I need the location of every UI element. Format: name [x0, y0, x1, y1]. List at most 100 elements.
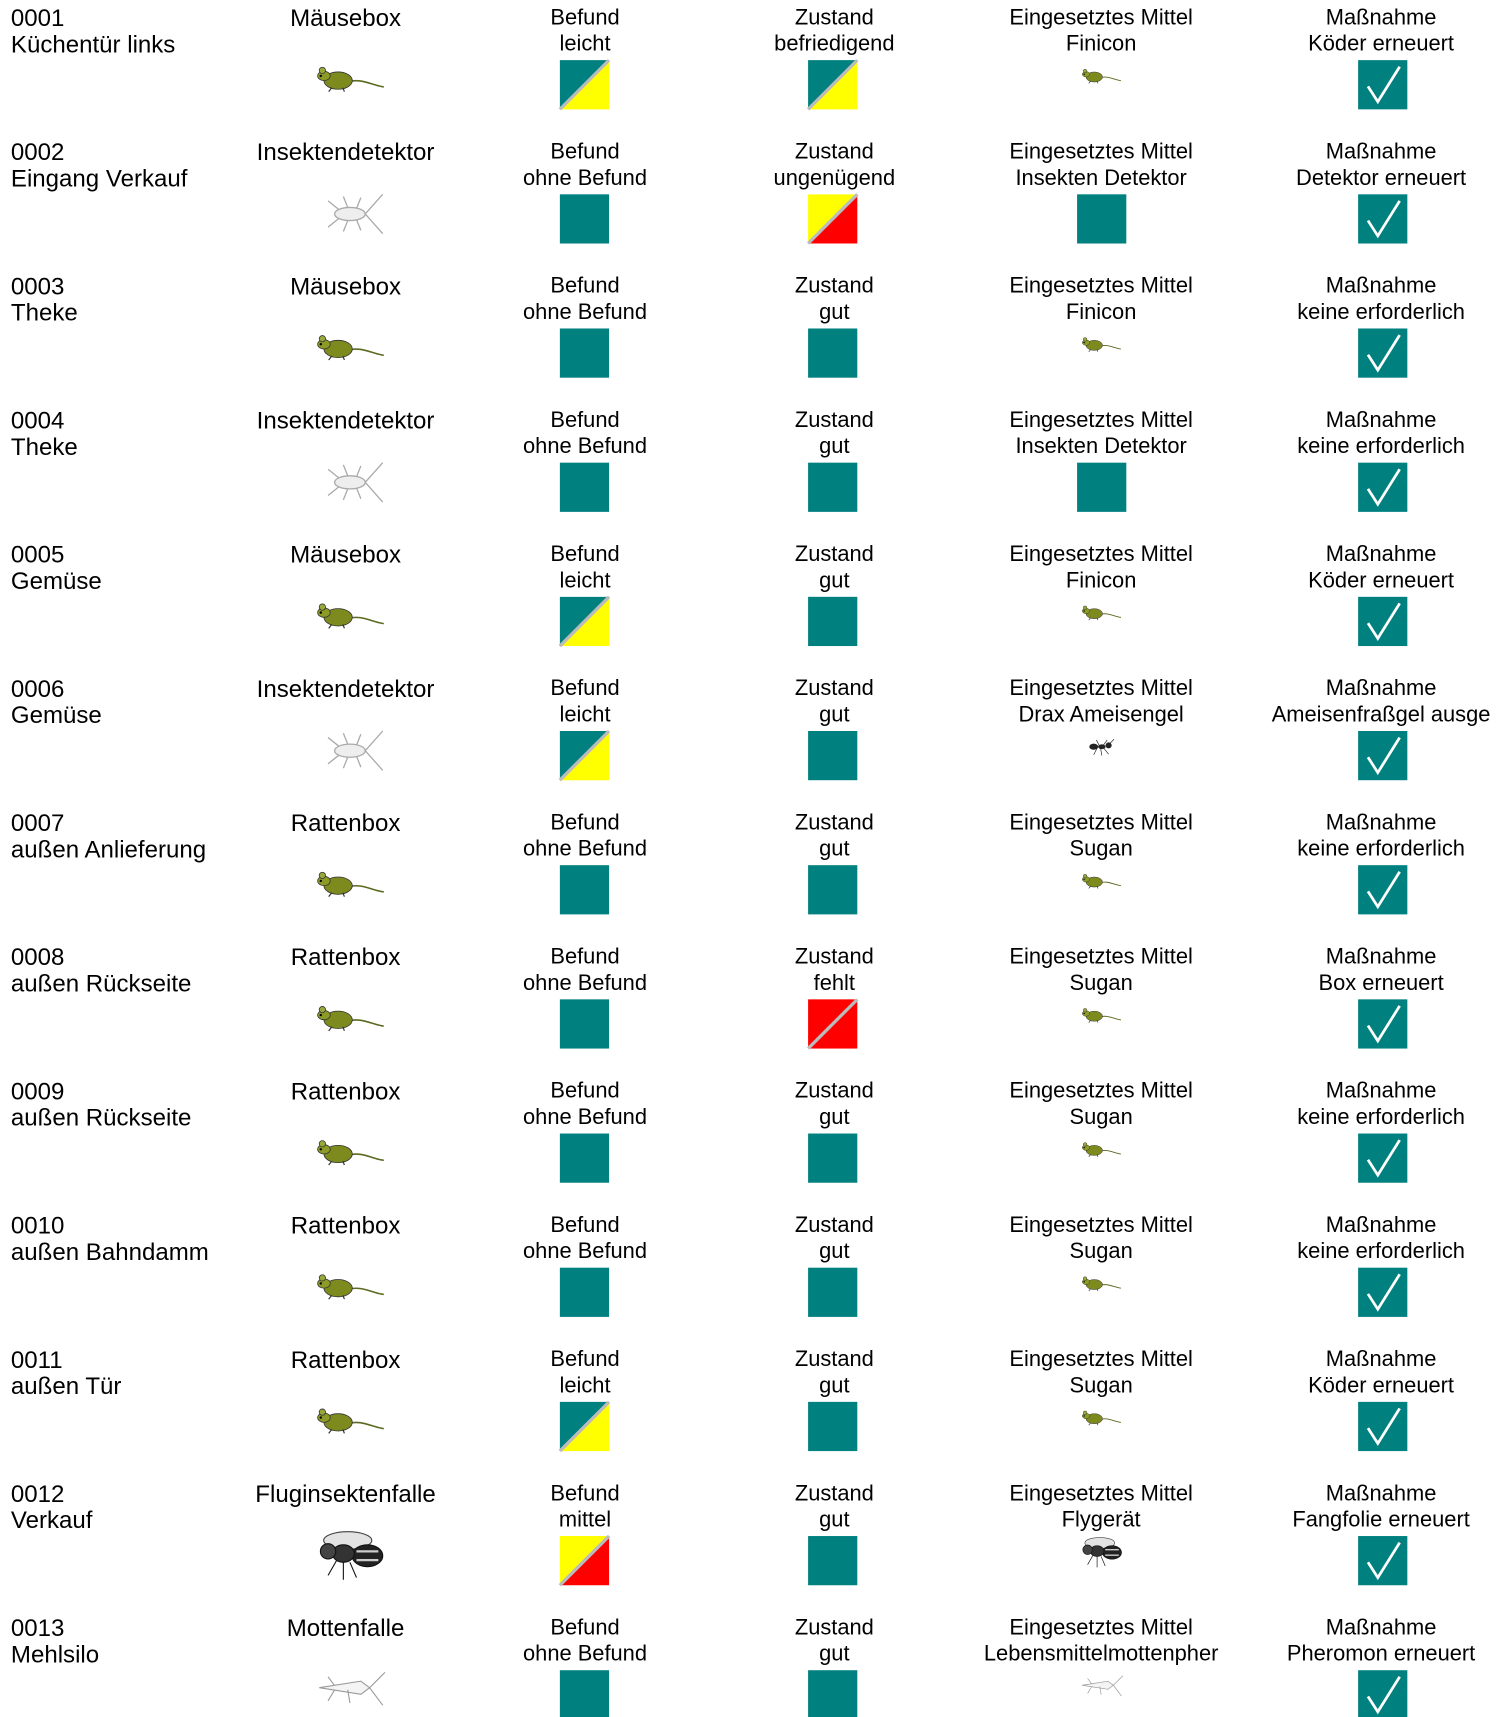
status-indicator	[559, 194, 610, 244]
check-mark	[1366, 1139, 1401, 1178]
befund-value: ohne Befund	[523, 433, 647, 458]
station-type: Insektendetektor	[257, 676, 435, 703]
station-id: 0009	[11, 1078, 64, 1105]
mittel-value: Finicon	[1066, 299, 1136, 324]
wasp-icon	[319, 1530, 384, 1581]
status-indicator	[808, 1401, 858, 1452]
status-indicator	[808, 731, 858, 781]
station-location: Verkauf	[11, 1507, 93, 1534]
status-indicator	[558, 729, 611, 782]
station-location: Gemüse	[11, 702, 102, 729]
status-indicator	[558, 1534, 611, 1587]
zustand-label: Zustand	[795, 1480, 874, 1505]
mouse-icon	[316, 334, 385, 361]
status-indicator	[806, 193, 859, 245]
mittel-label: Eingesetztes Mittel	[1009, 541, 1192, 566]
square	[808, 865, 858, 915]
zustand-value: gut	[819, 836, 849, 861]
status-indicator	[808, 462, 858, 512]
massnahme-value: Ameisenfraßgel ausge	[1272, 701, 1491, 726]
zustand-label: Zustand	[795, 1346, 874, 1371]
mittel-value: Sugan	[1070, 836, 1133, 861]
mouse-icon	[1081, 1142, 1122, 1158]
moth-icon	[1081, 1675, 1124, 1697]
zustand-label: Zustand	[795, 541, 874, 566]
ant-icon	[1089, 738, 1115, 756]
mouse-icon	[1081, 68, 1122, 84]
zustand-value: gut	[819, 1238, 849, 1263]
zustand-value: gut	[819, 567, 849, 592]
mouse-icon	[1081, 1410, 1122, 1426]
zustand-label: Zustand	[795, 1212, 874, 1237]
mouse-icon	[316, 66, 385, 93]
massnahme-label: Maßnahme	[1326, 1614, 1437, 1639]
station-id: 0006	[11, 676, 64, 703]
upper-half	[559, 1536, 610, 1586]
station-type: Insektendetektor	[257, 408, 435, 435]
station-type: Mäusebox	[290, 273, 401, 300]
zustand-label: Zustand	[795, 944, 874, 969]
square	[808, 328, 858, 378]
status-indicator	[559, 328, 610, 378]
mittel-label: Eingesetztes Mittel	[1009, 1480, 1192, 1505]
station-location: außen Anlieferung	[11, 836, 206, 863]
zustand-label: Zustand	[795, 809, 874, 834]
status-indicator	[558, 58, 611, 111]
square	[559, 328, 610, 378]
mittel-label: Eingesetztes Mittel	[1009, 1078, 1192, 1103]
status-indicator	[558, 595, 611, 648]
mouse-icon	[1081, 1276, 1122, 1292]
station-type: Insektendetektor	[257, 139, 435, 166]
massnahme-value: Köder erneuert	[1308, 567, 1454, 592]
station-type: Rattenbox	[291, 1213, 401, 1240]
diagonal	[558, 58, 611, 111]
mouse-icon	[316, 603, 385, 630]
check-mark	[1366, 736, 1401, 776]
diagonal	[558, 1534, 611, 1587]
square	[808, 462, 858, 512]
station-location: Eingang Verkauf	[11, 165, 188, 192]
station-id: 0004	[11, 408, 64, 435]
mittel-value: Sugan	[1070, 970, 1133, 995]
massnahme-value: Köder erneuert	[1308, 1372, 1454, 1397]
station-type: Rattenbox	[291, 1078, 401, 1105]
befund-label: Befund	[550, 1212, 619, 1237]
status-indicator	[808, 1670, 858, 1717]
zustand-label: Zustand	[795, 273, 874, 298]
befund-label: Befund	[550, 1480, 619, 1505]
station-id: 0008	[11, 944, 64, 971]
square	[559, 462, 610, 512]
status-indicator	[808, 1133, 858, 1183]
zustand-label: Zustand	[795, 4, 874, 29]
check-mark	[1366, 602, 1401, 641]
mittel-label: Eingesetztes Mittel	[1009, 944, 1192, 969]
agent-square	[1077, 194, 1127, 244]
zustand-label: Zustand	[795, 1078, 874, 1103]
status-indicator	[806, 998, 859, 1050]
massnahme-label: Maßnahme	[1326, 675, 1437, 700]
mouse-icon	[1081, 337, 1122, 353]
station-location: außen Tür	[11, 1373, 122, 1400]
mittel-label: Eingesetztes Mittel	[1009, 1346, 1192, 1371]
zustand-value: gut	[819, 299, 849, 324]
befund-value: ohne Befund	[523, 299, 647, 324]
agent-square	[1077, 462, 1127, 512]
check-mark	[1366, 1541, 1401, 1581]
mittel-value: Flygerät	[1062, 1507, 1141, 1532]
massnahme-label: Maßnahme	[1326, 944, 1437, 969]
mouse-icon	[1081, 605, 1122, 621]
check-mark	[1366, 871, 1401, 910]
massnahme-label: Maßnahme	[1326, 139, 1437, 164]
massnahme-value: keine erforderlich	[1297, 299, 1465, 324]
mittel-value: Drax Ameisengel	[1019, 701, 1184, 726]
station-id: 0011	[11, 1347, 63, 1374]
befund-value: ohne Befund	[523, 970, 647, 995]
check-mark	[1366, 1273, 1401, 1312]
